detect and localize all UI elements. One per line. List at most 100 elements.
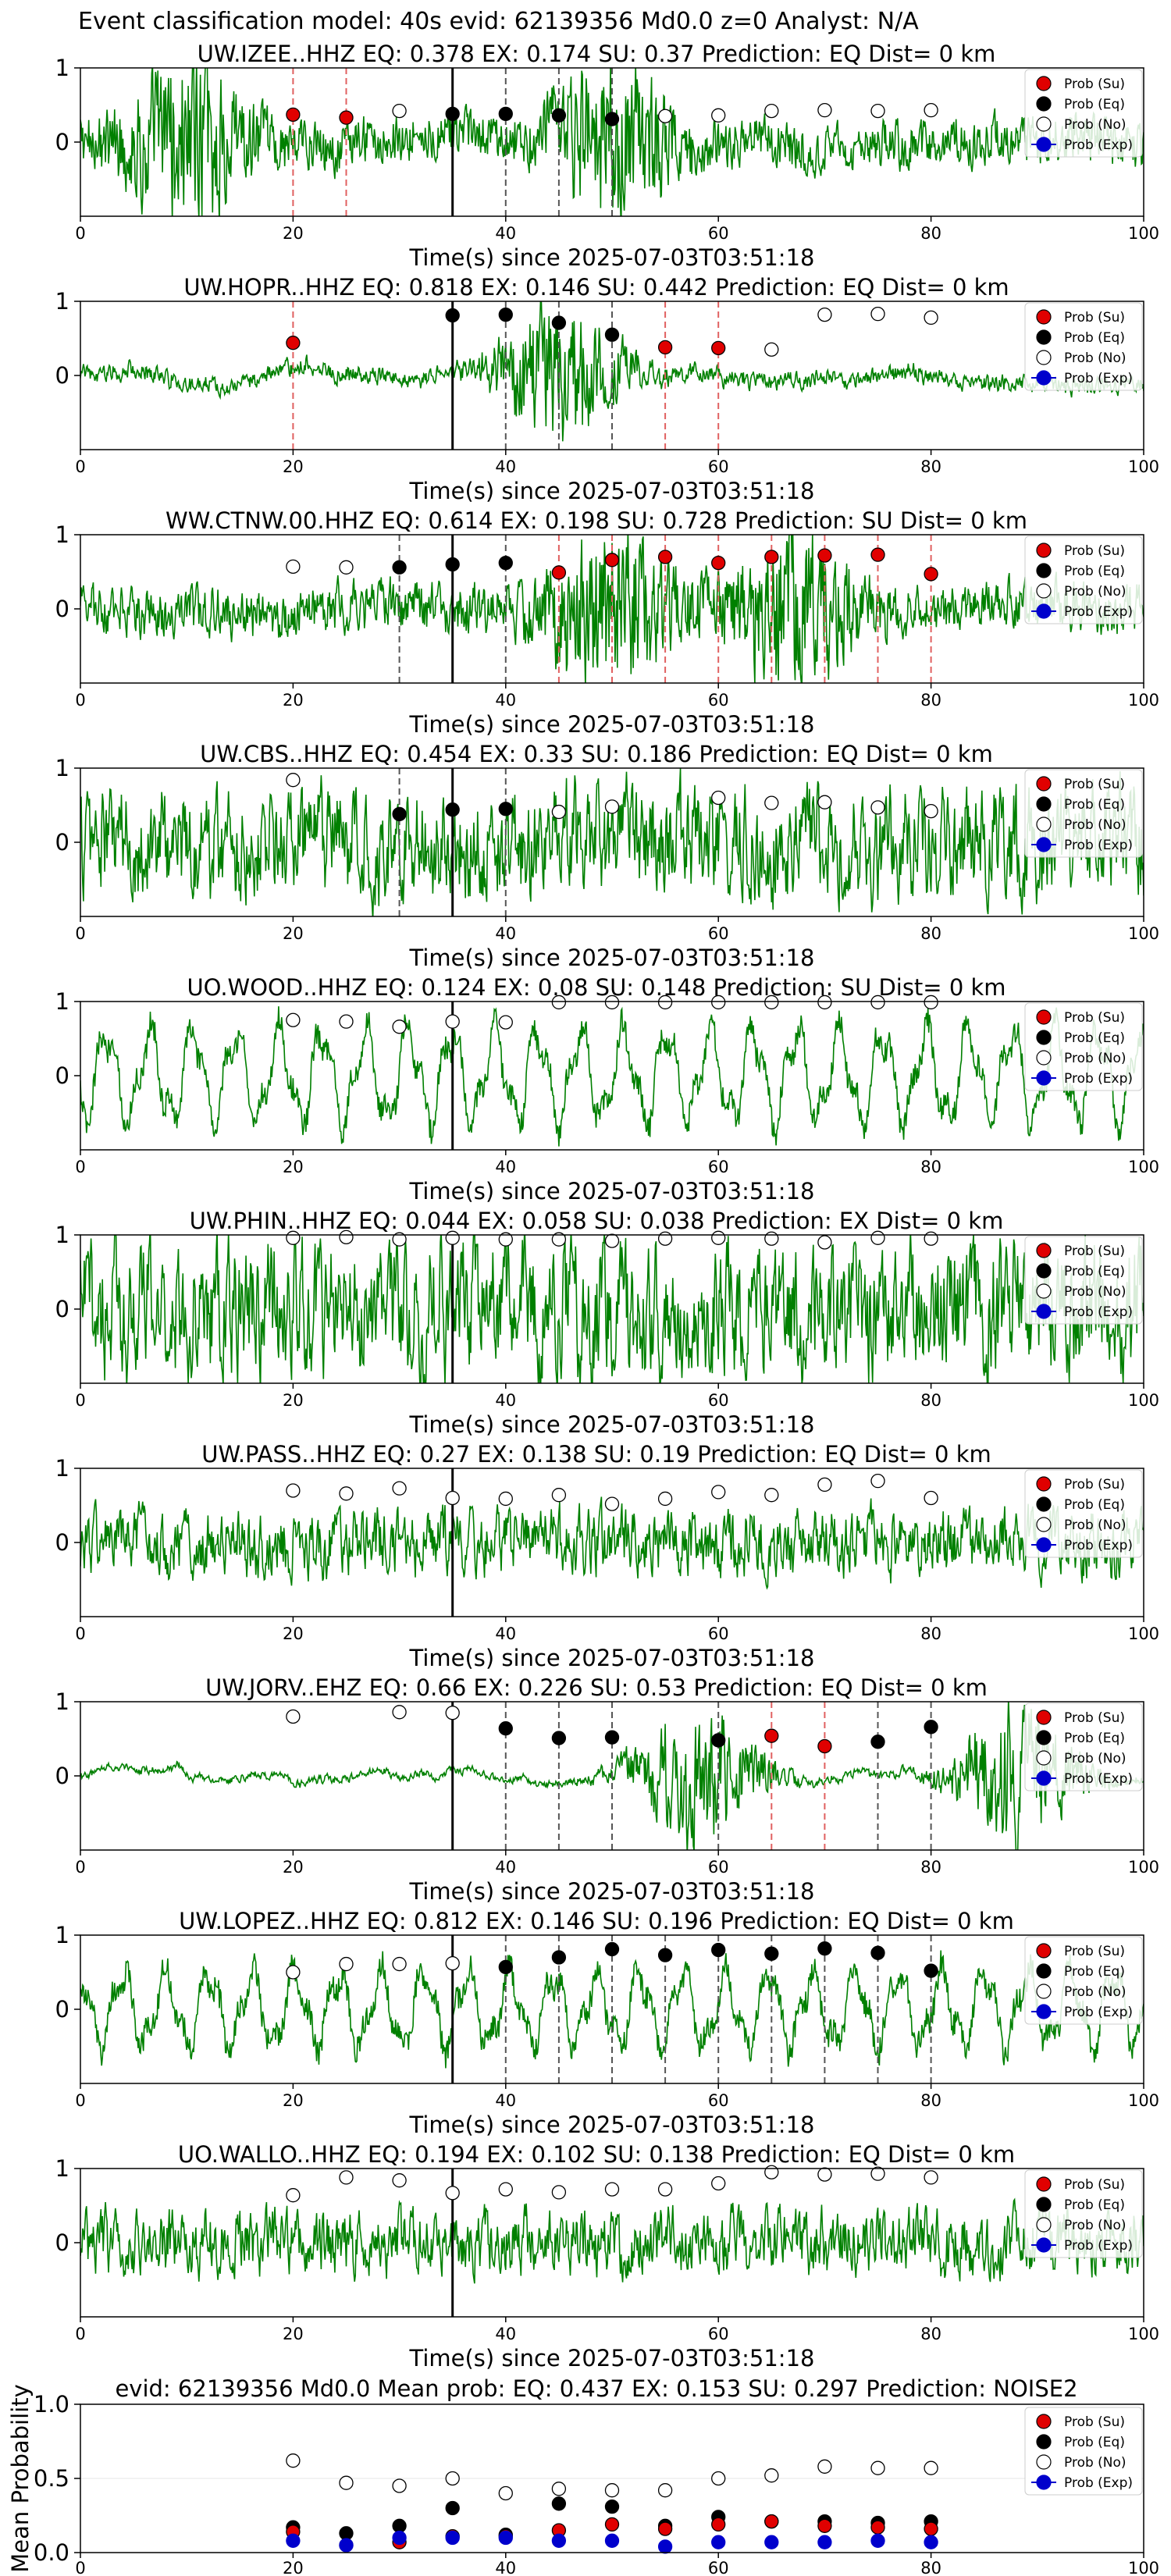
x-tick-label: 40 <box>495 2559 516 2576</box>
prob-marker-no <box>498 1491 513 1507</box>
prob-marker-no <box>339 1014 354 1029</box>
x-tick-label: 40 <box>495 2091 516 2110</box>
x-tick-label: 20 <box>283 691 304 710</box>
y-tick-label: 0 <box>55 1062 69 1089</box>
y-tick-label: 0.0 <box>34 2539 69 2566</box>
waveform-trace <box>80 768 1144 916</box>
prob-marker-no <box>657 994 673 1010</box>
x-tick-label: 80 <box>920 1624 941 1643</box>
y-tick-label: 1 <box>55 1688 69 1715</box>
prob-marker-no <box>764 103 779 119</box>
prob-marker-no <box>604 994 620 1010</box>
x-tick-label: 20 <box>283 924 304 943</box>
legend-label-exp: Prob (Exp) <box>1064 1071 1133 1087</box>
prob-marker-no <box>551 1488 567 1503</box>
prob-marker-eq <box>498 802 513 817</box>
legend-label-eq: Prob (Eq) <box>1064 797 1125 813</box>
prob-marker-no <box>764 342 779 357</box>
panel-title: UW.JORV..EHZ EQ: 0.66 EX: 0.226 SU: 0.53… <box>205 1674 988 1701</box>
x-tick-label: 60 <box>708 2091 729 2110</box>
prob-marker-su <box>604 553 620 568</box>
prob-marker-no <box>392 103 407 119</box>
prob-marker-no <box>551 804 567 820</box>
legend-label-exp: Prob (Exp) <box>1064 2475 1133 2491</box>
legend-box <box>1024 2169 1143 2258</box>
mean-prob-marker-exp <box>604 2533 620 2548</box>
x-tick-label: 40 <box>495 224 516 243</box>
y-tick-label: 0 <box>55 596 69 622</box>
prob-marker-eq <box>817 1941 832 1956</box>
mean-prob-marker-eq <box>551 2496 567 2511</box>
panel-title: UO.WOOD..HHZ EQ: 0.124 EX: 0.08 SU: 0.14… <box>187 974 1005 1001</box>
y-axis-label: Mean Probability <box>7 2384 34 2573</box>
prob-marker-eq <box>657 1948 673 1962</box>
y-tick-label: 1 <box>55 755 69 781</box>
legend-marker-su <box>1036 2414 1052 2429</box>
prob-marker-no <box>445 1706 460 1720</box>
legend-label-eq: Prob (Eq) <box>1064 97 1125 112</box>
mean-prob-marker-exp <box>286 2533 301 2548</box>
prob-marker-no <box>870 103 885 119</box>
legend-label-su: Prob (Su) <box>1064 777 1125 792</box>
y-tick-label: 1 <box>55 55 69 81</box>
x-tick-label: 60 <box>708 1624 729 1643</box>
prob-marker-no <box>870 2166 885 2181</box>
legend-marker-exp <box>1036 2237 1052 2253</box>
legend-marker-exp <box>1036 837 1052 852</box>
prob-marker-no <box>445 1014 460 1029</box>
legend-label-no: Prob (No) <box>1064 1984 1127 2000</box>
mean-prob-marker-eq <box>604 2499 620 2514</box>
panel-title: UW.CBS..HHZ EQ: 0.454 EX: 0.33 SU: 0.186… <box>200 741 993 767</box>
x-tick-label: 20 <box>283 1158 304 1176</box>
legend-marker-no <box>1036 1283 1052 1299</box>
mean-prob-marker-su <box>711 2517 726 2532</box>
x-tick-label: 20 <box>283 1858 304 1877</box>
mean-prob-marker-exp <box>817 2535 832 2549</box>
prob-marker-no <box>286 1012 301 1027</box>
x-tick-label: 0 <box>75 924 85 943</box>
prob-marker-eq <box>551 108 567 123</box>
x-tick-label: 100 <box>1128 1391 1159 1410</box>
y-tick-label: 0 <box>55 1296 69 1322</box>
prob-marker-no <box>870 994 885 1010</box>
x-tick-label: 40 <box>495 457 516 476</box>
legend-label-su: Prob (Su) <box>1064 1710 1125 1726</box>
x-tick-label: 0 <box>75 691 85 710</box>
x-tick-label: 80 <box>920 1858 941 1877</box>
mean-prob-marker-no <box>445 2471 460 2486</box>
prob-marker-no <box>286 2188 301 2203</box>
mean-prob-marker-no <box>286 2453 301 2468</box>
legend-label-eq: Prob (Eq) <box>1064 2197 1125 2213</box>
legend-label-exp: Prob (Exp) <box>1064 1538 1133 1553</box>
mean-prob-marker-eq <box>445 2500 460 2516</box>
prob-marker-eq <box>445 308 460 323</box>
legend-marker-su <box>1036 543 1052 558</box>
legend-marker-no <box>1036 1517 1052 1532</box>
prob-marker-no <box>498 1232 513 1247</box>
x-tick-label: 40 <box>495 2325 516 2343</box>
legend-label-no: Prob (No) <box>1064 1517 1127 1533</box>
x-tick-label: 60 <box>708 2325 729 2343</box>
prob-marker-no <box>392 1019 407 1034</box>
legend-marker-no <box>1036 1050 1052 1066</box>
prob-marker-su <box>764 550 779 564</box>
x-tick-label: 0 <box>75 1858 85 1877</box>
x-tick-label: 0 <box>75 2325 85 2343</box>
legend-marker-su <box>1036 76 1052 91</box>
x-tick-label: 20 <box>283 1624 304 1643</box>
mean-prob-marker-su <box>657 2521 673 2536</box>
prob-marker-su <box>657 340 673 355</box>
y-tick-label: 0 <box>55 1996 69 2023</box>
prob-marker-su <box>286 107 301 123</box>
x-tick-label: 20 <box>283 224 304 243</box>
y-tick-label: 0 <box>55 2229 69 2256</box>
legend-label-su: Prob (Su) <box>1064 2414 1125 2430</box>
x-tick-label: 100 <box>1128 1858 1159 1877</box>
legend-marker-su <box>1036 2176 1052 2192</box>
x-tick-label: 100 <box>1128 457 1159 476</box>
x-tick-label: 80 <box>920 2559 941 2576</box>
mean-prob-marker-no <box>870 2460 885 2475</box>
legend-marker-eq <box>1036 796 1052 812</box>
prob-marker-eq <box>498 307 513 322</box>
